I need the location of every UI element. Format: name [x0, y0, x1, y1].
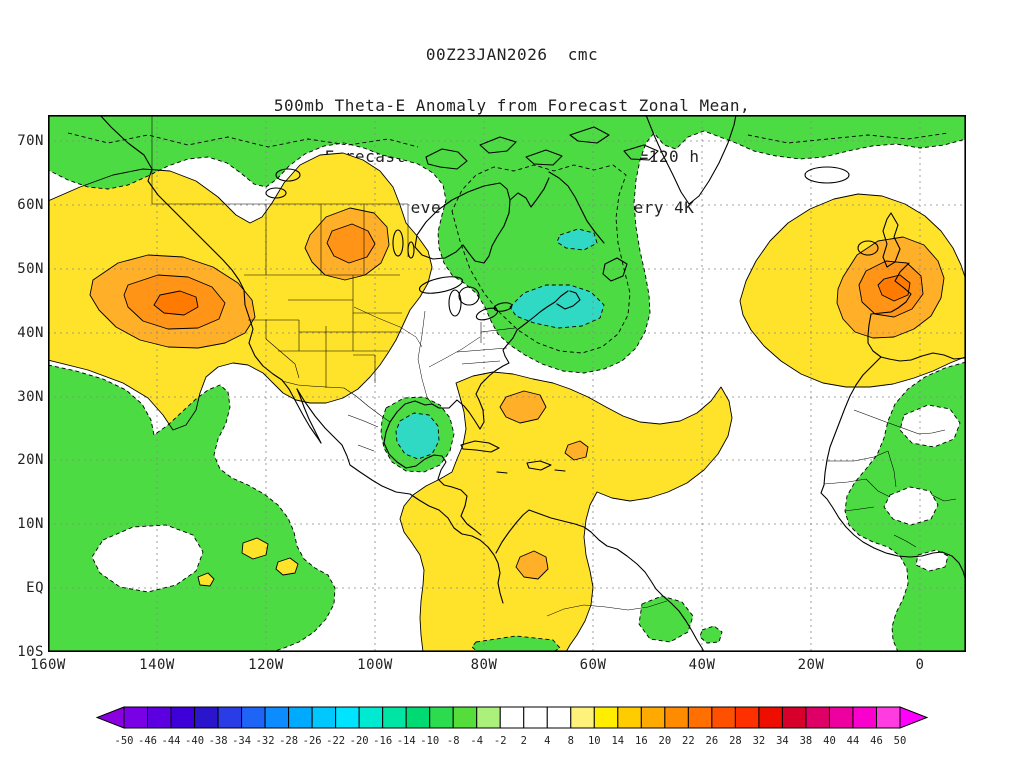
y-axis-label-eq: EQ: [26, 580, 44, 596]
colorbar-svg: -50 -46 -44 -40 -38 -34 -32 -28 -26 -22 -20 -16 -14-…: [95, 706, 929, 747]
colorbar-segment: [288, 706, 313, 729]
y-axis-label-20n: 20N: [17, 452, 44, 468]
map-area: [47, 114, 967, 653]
colorbar-segment: [711, 706, 736, 729]
colorbar-tick-label: 22: [682, 735, 695, 747]
colorbar-tick-label: 38: [800, 735, 813, 747]
colorbar-tick-label: -38: [209, 735, 228, 747]
colorbar-tick-label: -2: [494, 735, 507, 747]
rivers: [353, 306, 668, 617]
y-axis-label-40n: 40N: [17, 325, 44, 341]
x-axis-label-80w: 80W: [470, 657, 498, 673]
x-axis-label-20w: 20W: [797, 657, 825, 673]
colorbar-tick-label: -10: [420, 735, 439, 747]
colorbar-segment: [123, 706, 149, 729]
colorbar-segment: [429, 706, 454, 729]
x-axis-label-140w: 140W: [139, 657, 175, 673]
colorbar-segment: [828, 706, 854, 729]
anomaly-map-canvas: [47, 114, 967, 653]
colorbar-segment: [875, 706, 901, 729]
colorbar-segment: [241, 706, 266, 729]
y-axis-label-10s: 10S: [17, 644, 44, 660]
colorbar-tick-label: 4: [544, 735, 550, 747]
colorbar-segment: [687, 706, 713, 729]
x-axis-label-100w: 100W: [357, 657, 393, 673]
colorbar-segment: [405, 706, 431, 729]
colorbar-tick-label: -46: [138, 735, 157, 747]
colorbar-tick-label: -4: [470, 735, 483, 747]
colorbar-tick-label: -44: [162, 735, 181, 747]
colorbar-segment: [593, 706, 619, 729]
colorbar-segment: [640, 706, 666, 729]
colorbar-segment: [217, 706, 243, 729]
y-axis-label-70n: 70N: [17, 133, 44, 149]
political-borders: [151, 115, 957, 548]
colorbar-tick-label: 32: [753, 735, 766, 747]
plot-title-line-2: 500mb Theta-E Anomaly from Forecast Zona…: [273, 96, 751, 115]
plot-title-line-1: 00Z23JAN2026 cmc: [425, 45, 599, 64]
colorbar-segment: [852, 706, 877, 729]
colorbar-tick-label: -32: [256, 735, 275, 747]
colorbar-segment: [499, 706, 525, 729]
x-axis-label-60w: 60W: [579, 657, 607, 673]
x-axis-label-160w: 160W: [30, 657, 66, 673]
colorbar-tick-label: 2: [521, 735, 527, 747]
colorbar-left-arrow: [95, 706, 125, 729]
colorbar-tick-label: -8: [447, 735, 460, 747]
colorbar-segment: [452, 706, 478, 729]
colorbar-tick-label: 8: [568, 735, 574, 747]
colorbar-tick-label: -14: [397, 735, 416, 747]
colorbar-tick-label: -26: [303, 735, 322, 747]
colorbar-tick-label: -20: [350, 735, 369, 747]
colorbar-segment: [311, 706, 337, 729]
colorbar-segment: [382, 706, 407, 729]
colorbar-segment: [570, 706, 595, 729]
colorbar-tick-label: -40: [185, 735, 204, 747]
colorbar-tick-label: -28: [279, 735, 298, 747]
colorbar-segment: [147, 706, 172, 729]
colorbar-tick-label: 50: [894, 735, 907, 747]
colorbar-tick-label: 34: [776, 735, 789, 747]
colorbar-segment: [758, 706, 783, 729]
colorbar-segment: [170, 706, 196, 729]
colorbar-tick-label: -34: [232, 735, 251, 747]
colorbar-segment: [805, 706, 830, 729]
coastlines: [99, 114, 966, 653]
colorbar-segment: [194, 706, 219, 729]
colorbar-segment: [264, 706, 290, 729]
map-frame: [48, 115, 967, 653]
x-axis-label-0: 0: [915, 657, 925, 673]
colorbar: -50 -46 -44 -40 -38 -34 -32 -28 -26 -22 -20 -16 -14-…: [95, 706, 929, 752]
colorbar-tick-label: 40: [823, 735, 836, 747]
colorbar-segment: [523, 706, 548, 729]
colorbar-tick-label: 20: [659, 735, 672, 747]
colorbar-tick-label: 46: [870, 735, 883, 747]
colorbar-tick-label: -16: [373, 735, 392, 747]
y-axis-label-30n: 30N: [17, 389, 44, 405]
colorbar-segment: [664, 706, 689, 729]
colorbar-tick-label: -22: [326, 735, 345, 747]
colorbar-segment: [617, 706, 642, 729]
colorbar-segment: [358, 706, 384, 729]
colorbar-segment: [476, 706, 501, 729]
colorbar-segment: [335, 706, 360, 729]
colorbar-tick-label: 28: [729, 735, 742, 747]
colorbar-segment: [781, 706, 807, 729]
colorbar-right-arrow: [899, 706, 929, 729]
y-axis-label-50n: 50N: [17, 261, 44, 277]
x-axis-label-120w: 120W: [248, 657, 284, 673]
colorbar-segment: [734, 706, 760, 729]
colorbar-tick-label: 44: [847, 735, 860, 747]
colorbar-tick-label: -50: [115, 735, 134, 747]
colorbar-tick-label: 26: [706, 735, 719, 747]
colorbar-segment: [546, 706, 572, 729]
y-axis-label-10n: 10N: [17, 516, 44, 532]
colorbar-tick-label: 14: [611, 735, 624, 747]
x-axis-label-40w: 40W: [688, 657, 716, 673]
colorbar-tick-label: 16: [635, 735, 648, 747]
y-axis-label-60n: 60N: [17, 197, 44, 213]
colorbar-tick-label: 10: [588, 735, 601, 747]
